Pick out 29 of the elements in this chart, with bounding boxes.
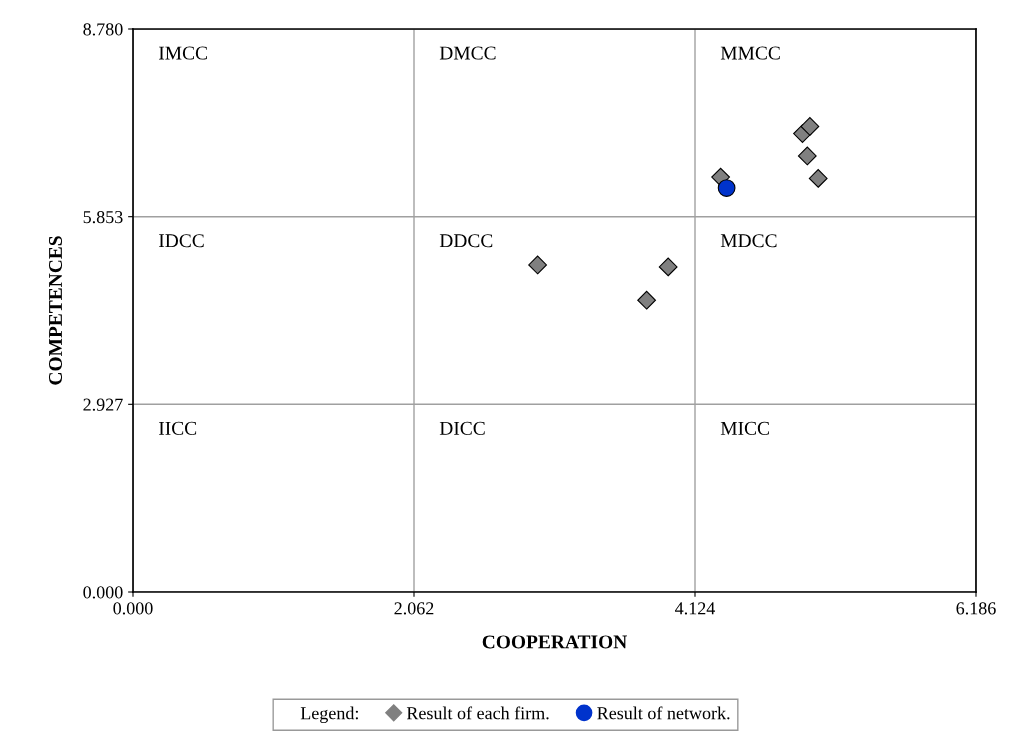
annotation: DMCC <box>439 46 496 60</box>
y-tick-label: 8.780 <box>83 23 123 36</box>
annotation: IDCC <box>158 234 204 248</box>
y-tick-label: 5.853 <box>83 210 123 224</box>
annotation: DDCC <box>439 234 493 248</box>
legend-label: Result of network. <box>597 706 730 720</box>
x-tick-label: 0.000 <box>113 602 153 615</box>
annotation: IMCC <box>158 46 207 60</box>
point <box>808 169 828 188</box>
legend-label: Result of each firm. <box>406 706 549 720</box>
x-tick-label: 6.186 <box>956 602 996 615</box>
x-tick-label: 2.062 <box>394 602 434 615</box>
annotation: DICC <box>439 421 485 435</box>
point <box>528 255 547 275</box>
point <box>658 257 678 277</box>
x-tick-label: 4.124 <box>675 602 716 615</box>
annotation: MICC <box>720 421 769 435</box>
point <box>717 179 736 197</box>
annotation: MMCC <box>720 46 780 60</box>
point <box>797 146 817 166</box>
y-axis-title: COMPETENCES <box>48 236 63 385</box>
annotation: IICC <box>158 421 197 435</box>
y-tick-label: 2.927 <box>83 398 123 411</box>
legend-title: Legend: <box>300 706 358 724</box>
x-axis-title: COOPERATION <box>482 635 627 649</box>
point <box>637 290 657 310</box>
y-tick-label: 0.000 <box>83 586 123 599</box>
annotation: MDCC <box>720 234 777 248</box>
point <box>800 117 820 136</box>
